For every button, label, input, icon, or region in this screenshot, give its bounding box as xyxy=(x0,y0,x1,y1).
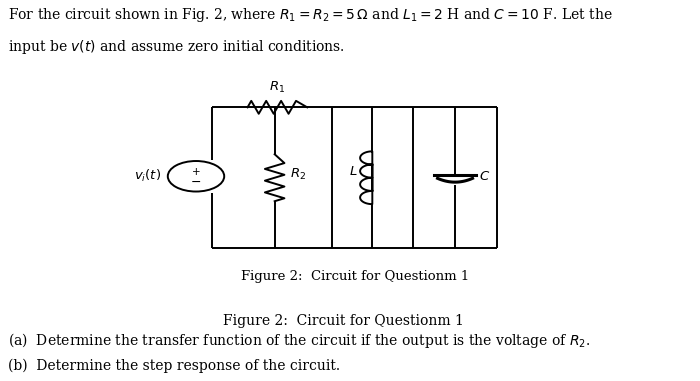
Text: (a)  Determine the transfer function of the circuit if the output is the voltage: (a) Determine the transfer function of t… xyxy=(8,331,591,351)
Text: Figure 2:  Circuit for Questionm 1: Figure 2: Circuit for Questionm 1 xyxy=(241,270,469,283)
Text: input be $v(t)$ and assume zero initial conditions.: input be $v(t)$ and assume zero initial … xyxy=(8,38,345,56)
Text: Figure 2:  Circuit for Questionm 1: Figure 2: Circuit for Questionm 1 xyxy=(223,314,463,328)
Text: $L$: $L$ xyxy=(349,165,357,178)
Text: For the circuit shown in Fig. 2, where $R_1 = R_2 = 5\,\Omega$ and $L_1 = 2$ H a: For the circuit shown in Fig. 2, where $… xyxy=(8,6,613,24)
Text: $R_2$: $R_2$ xyxy=(290,167,306,182)
Text: $C$: $C$ xyxy=(480,170,491,183)
Text: (b)  Determine the step response of the circuit.: (b) Determine the step response of the c… xyxy=(8,358,340,373)
Text: $v_i(t)$: $v_i(t)$ xyxy=(134,168,161,184)
Text: $-$: $-$ xyxy=(190,174,202,188)
Text: $R_1$: $R_1$ xyxy=(270,80,286,95)
Text: $+$: $+$ xyxy=(191,166,201,177)
